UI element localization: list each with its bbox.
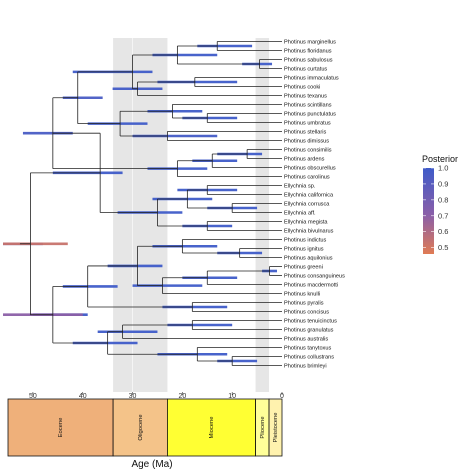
epoch-miocene <box>167 398 256 457</box>
legend-tick-label: 0.9 <box>438 179 448 188</box>
tip-label: Photinus texanus <box>284 94 327 100</box>
x-tick-label: 20 <box>178 393 186 400</box>
tip-labels-layer: Photinus marginellus Photinus floridanus P… <box>284 40 345 370</box>
tip-label: Ellychnia aff. <box>284 211 316 217</box>
tip-label: Photinus granulatus <box>284 328 334 334</box>
epoch-oligocene <box>112 398 168 457</box>
tip-label: Photinus tenuicinctus <box>284 319 337 325</box>
tip-label: Photinus consanguineus <box>284 274 345 280</box>
tip-label: Ellychnia megista <box>284 220 328 226</box>
legend-tick-label: 0.5 <box>438 243 448 252</box>
tip-label: Photinus pyralis <box>284 301 324 307</box>
x-axis: 50 40 30 20 10 0 <box>29 392 284 400</box>
shaded-period-pliocene <box>255 38 270 392</box>
epoch-pleistocene <box>268 398 283 457</box>
tip-label: Photinus greeni <box>284 265 323 271</box>
tip-label: Photinus scintillans <box>284 103 332 109</box>
x-tick-label: 50 <box>29 393 37 400</box>
epoch-timescale: Eocene Oligocene Miocene Pliocene Pleistocen… <box>7 398 283 457</box>
tip-label: Photinus ignitus <box>284 247 324 253</box>
tip-label: Photinus marginellus <box>284 40 336 46</box>
tip-label: Photinus floridanus <box>284 49 332 55</box>
epoch-label: Eocene <box>58 418 64 438</box>
tip-label: Photinus consimilis <box>284 148 332 154</box>
legend-tick-label: 0.7 <box>438 211 448 220</box>
tip-label: Photinus obscurellus <box>284 166 336 172</box>
legend-tick-label: 0.6 <box>438 227 448 236</box>
tip-label: Photinus carolinus <box>284 175 330 181</box>
tip-label: Photinus umbratus <box>284 121 331 127</box>
x-tick-label: 30 <box>129 393 137 400</box>
epoch-label: Pliocene <box>260 416 266 438</box>
x-tick-label: 40 <box>79 393 87 400</box>
tip-label: Photinus collustrans <box>284 355 334 361</box>
tip-label: Photinus brimleyi <box>284 364 327 370</box>
x-axis-title: Age (Ma) <box>131 459 172 470</box>
tip-label: Photinus ardens <box>284 157 325 163</box>
tip-label: Photinus indictus <box>284 238 326 244</box>
tip-label: Photinus macdermotti <box>284 283 338 289</box>
legend-tick-label: 1.0 <box>438 164 448 173</box>
tip-label: Ellychnia corrusca <box>284 202 330 208</box>
legend-tick-label: 0.8 <box>438 195 448 204</box>
tip-label: Photinus immaculatus <box>284 76 339 82</box>
tip-label: Photinus curtatus <box>284 67 327 73</box>
tip-label: Photinus concisus <box>284 310 329 316</box>
tip-label: Ellychnia bivulnarus <box>284 229 334 235</box>
tip-label: Photinus punctulatus <box>284 112 336 118</box>
epoch-label: Pleistocene <box>273 413 279 443</box>
tip-label: Photinus aquilonius <box>284 256 333 262</box>
tip-label: Photinus cooki <box>284 85 320 91</box>
epoch-label: Oligocene <box>138 414 144 440</box>
x-tick-label: 0 <box>280 393 284 400</box>
x-tick-label: 10 <box>228 393 236 400</box>
epoch-label: Miocene <box>209 417 215 439</box>
tip-label: Photinus sabulosus <box>284 58 333 64</box>
tip-label: Photinus knulli <box>284 292 320 298</box>
legend-colorbar <box>423 168 434 254</box>
tip-label: Photinus australis <box>284 337 328 343</box>
tip-label: Photinus dimissus <box>284 139 329 145</box>
tip-label: Photinus stellaris <box>284 130 326 136</box>
tip-label: Ellychnia sp. <box>284 184 316 190</box>
tip-label: Ellychnia californica <box>284 193 334 199</box>
tip-label: Photinus tanytoxus <box>284 346 331 352</box>
posterior-legend: Posterior 1.0 0.9 0.8 0.7 0.6 0.5 <box>422 154 458 254</box>
tree-branches-layer <box>19 41 282 366</box>
legend-title: Posterior <box>422 154 458 164</box>
